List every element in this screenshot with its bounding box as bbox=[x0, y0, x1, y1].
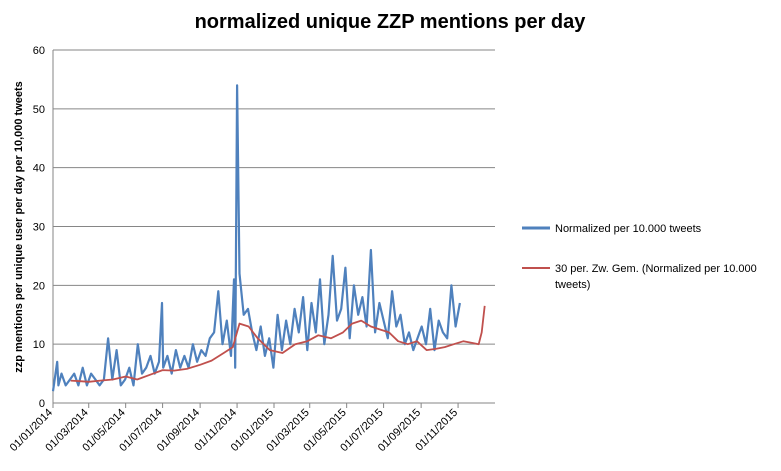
y-tick-label: 40 bbox=[33, 163, 45, 175]
legend-label-moving-average-line1: 30 per. Zw. Gem. (Normalized per 10.000 bbox=[555, 263, 757, 275]
gridlines bbox=[53, 49, 495, 345]
legend-label-moving-average-line2: tweets) bbox=[555, 279, 590, 291]
y-axis-label: zzp mentions per unique user per day per… bbox=[13, 81, 25, 373]
y-tick-label: 20 bbox=[33, 280, 45, 292]
y-tick-label: 0 bbox=[39, 398, 45, 410]
x-tick-labels: 01/01/201401/03/201401/05/201401/07/2014… bbox=[8, 407, 460, 454]
y-tick-label: 60 bbox=[33, 45, 45, 57]
series-lines bbox=[51, 84, 486, 392]
chart-title: normalized unique ZZP mentions per day bbox=[195, 11, 587, 33]
y-tick-label: 50 bbox=[33, 104, 45, 116]
legend-label-moving-average: 30 per. Zw. Gem. (Normalized per 10.000 … bbox=[555, 263, 760, 291]
y-tick-label: 10 bbox=[33, 339, 45, 351]
legend-label-normalized: Normalized per 10.000 tweets bbox=[555, 223, 702, 235]
y-tick-labels: 0 10 20 30 40 50 60 bbox=[33, 45, 45, 410]
legend: Normalized per 10.000 tweets 30 per. Zw.… bbox=[522, 223, 760, 291]
series-line-normalized bbox=[51, 84, 461, 392]
series-line-moving-average bbox=[70, 305, 486, 383]
y-tick-label: 30 bbox=[33, 222, 45, 234]
axes bbox=[52, 50, 495, 408]
